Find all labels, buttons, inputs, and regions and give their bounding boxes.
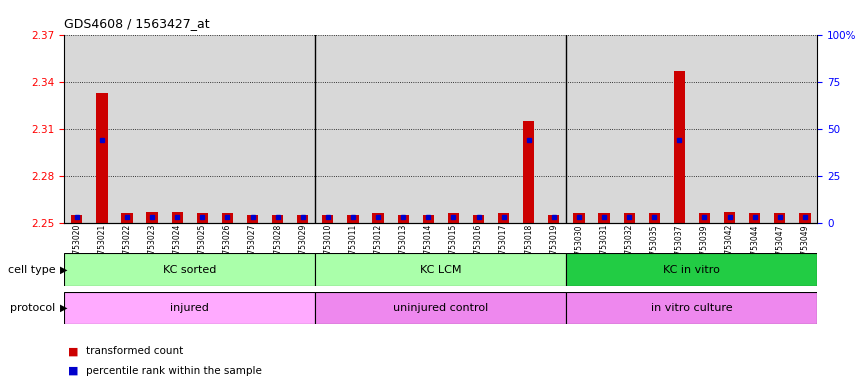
Text: KC LCM: KC LCM <box>420 265 461 275</box>
Bar <box>322 215 334 223</box>
Bar <box>724 212 735 223</box>
Text: ■: ■ <box>68 366 79 376</box>
Text: ▶: ▶ <box>60 303 68 313</box>
Bar <box>591 35 616 223</box>
Text: ■: ■ <box>68 346 79 356</box>
Bar <box>290 35 315 223</box>
Bar <box>89 35 115 223</box>
Bar <box>742 35 767 223</box>
Bar <box>222 214 233 223</box>
Bar <box>64 253 315 286</box>
Bar <box>567 35 591 223</box>
Text: cell type: cell type <box>8 265 56 275</box>
Text: ▶: ▶ <box>60 265 68 275</box>
Bar <box>197 214 208 223</box>
Bar <box>674 71 685 223</box>
Bar <box>548 215 560 223</box>
Bar <box>448 214 459 223</box>
Text: GDS4608 / 1563427_at: GDS4608 / 1563427_at <box>64 17 210 30</box>
Bar <box>649 214 660 223</box>
Bar <box>247 215 259 223</box>
Bar <box>146 212 158 223</box>
Bar <box>315 292 567 324</box>
Bar <box>190 35 215 223</box>
Bar <box>523 121 534 223</box>
Bar <box>240 35 265 223</box>
Bar <box>498 214 509 223</box>
Bar <box>265 35 290 223</box>
Bar <box>692 35 717 223</box>
Bar <box>441 35 466 223</box>
Bar <box>774 214 786 223</box>
Bar <box>366 35 390 223</box>
Bar <box>140 35 164 223</box>
Bar <box>567 292 817 324</box>
Text: uninjured control: uninjured control <box>393 303 489 313</box>
Bar <box>272 215 283 223</box>
Bar <box>341 35 366 223</box>
Bar <box>598 214 609 223</box>
Bar <box>164 35 190 223</box>
Text: in vitro culture: in vitro culture <box>651 303 733 313</box>
Bar <box>642 35 667 223</box>
Bar <box>541 35 567 223</box>
Bar <box>64 292 315 324</box>
Text: percentile rank within the sample: percentile rank within the sample <box>86 366 261 376</box>
Bar <box>800 214 811 223</box>
Bar <box>567 253 817 286</box>
Bar <box>749 214 760 223</box>
Bar <box>390 35 416 223</box>
Bar <box>473 215 484 223</box>
Bar <box>71 215 82 223</box>
Text: injured: injured <box>170 303 209 313</box>
Bar <box>574 214 585 223</box>
Bar <box>397 215 409 223</box>
Bar <box>297 215 308 223</box>
Bar <box>315 35 341 223</box>
Bar <box>372 214 383 223</box>
Bar <box>667 35 692 223</box>
Bar <box>466 35 491 223</box>
Text: protocol: protocol <box>10 303 56 313</box>
Bar <box>64 35 89 223</box>
Bar <box>122 214 133 223</box>
Bar <box>315 253 567 286</box>
Bar <box>423 215 434 223</box>
Bar <box>348 215 359 223</box>
Bar <box>416 35 441 223</box>
Bar <box>115 35 140 223</box>
Text: KC in vitro: KC in vitro <box>663 265 721 275</box>
Text: transformed count: transformed count <box>86 346 183 356</box>
Bar <box>698 214 710 223</box>
Bar <box>717 35 742 223</box>
Bar <box>623 214 635 223</box>
Text: KC sorted: KC sorted <box>163 265 217 275</box>
Bar <box>616 35 642 223</box>
Bar <box>516 35 541 223</box>
Bar <box>96 93 108 223</box>
Bar <box>793 35 817 223</box>
Bar <box>171 212 183 223</box>
Bar <box>767 35 793 223</box>
Bar <box>491 35 516 223</box>
Bar <box>215 35 240 223</box>
